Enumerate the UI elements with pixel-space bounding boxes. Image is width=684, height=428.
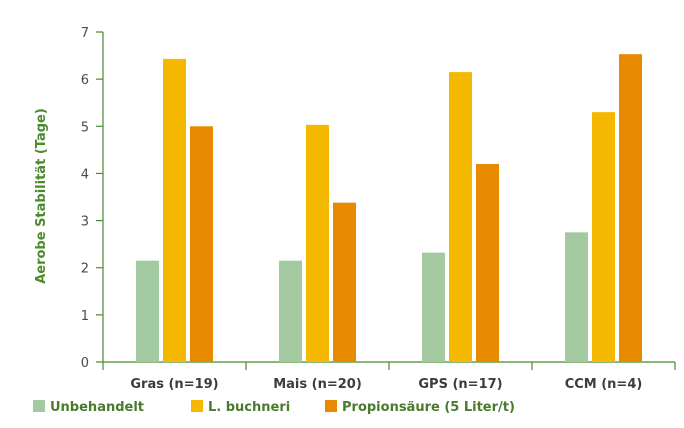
bar-propions-ure-5-liter-t--2	[476, 164, 499, 362]
bar-l-buchneri-1	[306, 124, 329, 362]
legend-swatch	[191, 400, 203, 412]
y-tick-label: 0	[81, 356, 89, 371]
bar-unbehandelt-0	[136, 260, 159, 362]
legend-swatch	[33, 400, 45, 412]
legend-label: Propionsäure (5 Liter/t)	[342, 400, 515, 415]
x-category-label: CCM (n=4)	[565, 377, 643, 392]
y-tick-label: 2	[81, 262, 89, 277]
x-category-label: Mais (n=20)	[273, 377, 362, 392]
y-tick-label: 5	[81, 120, 89, 135]
bar-propions-ure-5-liter-t--1	[333, 202, 356, 362]
legend-swatch	[325, 400, 337, 412]
y-tick-label: 6	[81, 73, 89, 88]
bar-l-buchneri-3	[592, 112, 615, 363]
bar-propions-ure-5-liter-t--0	[190, 126, 213, 363]
y-tick-label: 3	[81, 215, 89, 230]
bar-l-buchneri-0	[163, 58, 186, 362]
y-axis-label: Aerobe Stabilität (Tage)	[34, 108, 49, 284]
bar-unbehandelt-2	[422, 252, 445, 362]
bar-l-buchneri-2	[449, 72, 472, 363]
legend-label: Unbehandelt	[50, 400, 144, 415]
bar-unbehandelt-1	[279, 260, 302, 362]
y-tick-label: 7	[81, 26, 89, 41]
y-tick-label: 4	[81, 167, 89, 182]
bar-unbehandelt-3	[565, 232, 588, 362]
y-tick-label: 1	[81, 309, 89, 324]
x-category-label: Gras (n=19)	[130, 377, 218, 392]
x-category-label: GPS (n=17)	[418, 377, 502, 392]
legend-label: L. buchneri	[208, 400, 290, 415]
bar-propions-ure-5-liter-t--3	[619, 54, 642, 363]
